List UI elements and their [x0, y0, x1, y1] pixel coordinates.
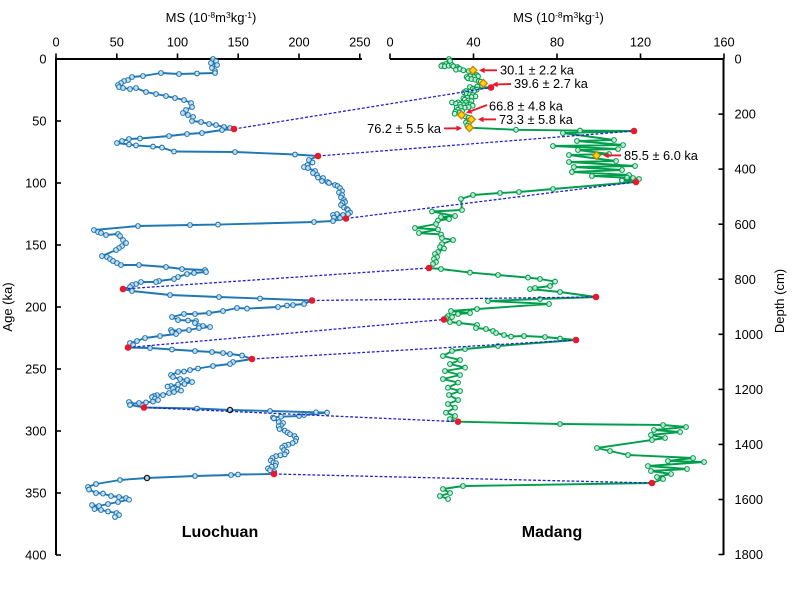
svg-text:350: 350 [25, 486, 46, 501]
svg-text:400: 400 [25, 548, 46, 563]
svg-text:30.1 ± 2.2 ka: 30.1 ± 2.2 ka [500, 63, 575, 78]
svg-text:100: 100 [167, 35, 188, 50]
svg-text:Madang: Madang [522, 524, 582, 541]
svg-text:0: 0 [39, 52, 46, 67]
svg-text:MS (10-8m3kg-1): MS (10-8m3kg-1) [166, 10, 257, 26]
svg-text:0: 0 [735, 52, 742, 67]
svg-text:0: 0 [386, 35, 393, 50]
svg-text:1400: 1400 [735, 437, 763, 452]
svg-text:80: 80 [550, 35, 564, 50]
svg-text:200: 200 [735, 107, 756, 122]
svg-text:Age (ka): Age (ka) [0, 282, 15, 331]
svg-text:50: 50 [32, 114, 46, 129]
svg-text:1200: 1200 [735, 382, 763, 397]
svg-text:Luochuan: Luochuan [182, 524, 258, 541]
svg-text:150: 150 [228, 35, 249, 50]
svg-text:Depth (cm): Depth (cm) [772, 269, 787, 333]
svg-text:250: 250 [349, 35, 370, 50]
svg-text:40: 40 [466, 35, 480, 50]
svg-text:1000: 1000 [735, 327, 763, 342]
svg-text:200: 200 [288, 35, 309, 50]
svg-text:MS (10-8m3kg-1): MS (10-8m3kg-1) [513, 10, 604, 26]
svg-text:73.3 ± 5.8 ka: 73.3 ± 5.8 ka [499, 112, 574, 127]
svg-text:100: 100 [25, 176, 46, 191]
svg-text:50: 50 [110, 35, 124, 50]
svg-text:0: 0 [52, 35, 59, 50]
svg-text:66.8 ± 4.8 ka: 66.8 ± 4.8 ka [489, 99, 564, 114]
svg-text:1800: 1800 [735, 547, 763, 562]
svg-text:600: 600 [735, 217, 756, 232]
svg-text:1600: 1600 [735, 492, 763, 507]
svg-text:85.5 ± 6.0 ka: 85.5 ± 6.0 ka [624, 148, 699, 163]
svg-text:250: 250 [25, 362, 46, 377]
svg-text:120: 120 [630, 35, 651, 50]
svg-text:150: 150 [25, 238, 46, 253]
svg-text:39.6 ± 2.7 ka: 39.6 ± 2.7 ka [514, 76, 589, 91]
svg-text:800: 800 [735, 272, 756, 287]
svg-text:400: 400 [735, 162, 756, 177]
svg-text:76.2 ± 5.5 ka: 76.2 ± 5.5 ka [367, 121, 442, 136]
svg-text:300: 300 [25, 424, 46, 439]
svg-text:200: 200 [25, 300, 46, 315]
svg-text:160: 160 [713, 35, 734, 50]
